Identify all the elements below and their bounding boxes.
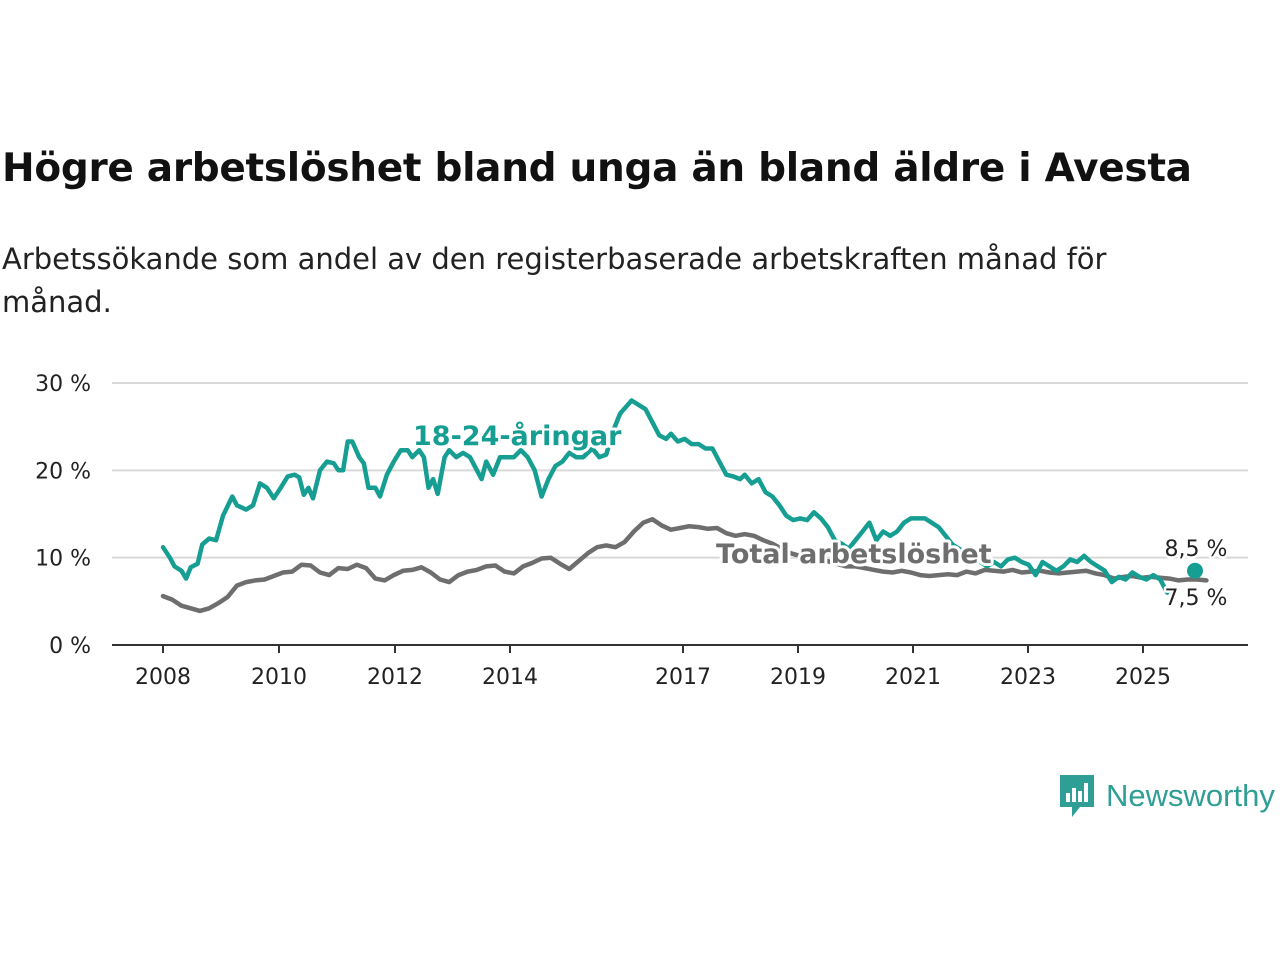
x-tick-label: 2023 [1000, 665, 1056, 690]
x-axis: 2008 2010 2012 2014 2017 2019 2021 2023 2025 [112, 644, 1248, 690]
y-tick-label: 10 % [35, 547, 91, 572]
brand-name: Newsworthy [1106, 778, 1275, 813]
x-tick-label: 2025 [1115, 665, 1171, 690]
y-axis: 0 % 10 % 20 % 30 % [35, 372, 91, 659]
series-labels: 18-24-åringar Total arbetslöshet 8,5 % 7,5 … [410, 417, 1230, 614]
newsworthy-logo: Newsworthy [1058, 773, 1275, 819]
x-tick-label: 2012 [367, 665, 423, 690]
y-tick-label: 20 % [35, 459, 91, 484]
series-label-youth: 18-24-åringar [413, 420, 622, 452]
grid-lines [112, 382, 1248, 559]
newsworthy-logo-icon [1060, 775, 1094, 817]
x-tick-label: 2019 [770, 665, 826, 690]
y-tick-label: 0 % [49, 634, 91, 659]
series-line-youth [160, 398, 1170, 595]
x-tick-label: 2010 [251, 665, 307, 690]
x-tick-label: 2021 [885, 665, 941, 690]
x-tick-label: 2014 [482, 665, 538, 690]
y-tick-label: 30 % [35, 372, 91, 397]
end-value-total: 7,5 % [1165, 586, 1228, 611]
series-lines [160, 398, 1209, 614]
x-tick-label: 2017 [655, 665, 711, 690]
chart-title: Högre arbetslöshet bland unga än bland ä… [2, 146, 1192, 191]
series-label-total: Total arbetslöshet [716, 539, 992, 570]
chart-subtitle: Arbetssökande som andel av den registerb… [2, 242, 1107, 319]
x-tick-label: 2008 [135, 665, 191, 690]
end-value-youth: 8,5 % [1165, 537, 1228, 562]
end-marker-dot [1187, 562, 1203, 579]
